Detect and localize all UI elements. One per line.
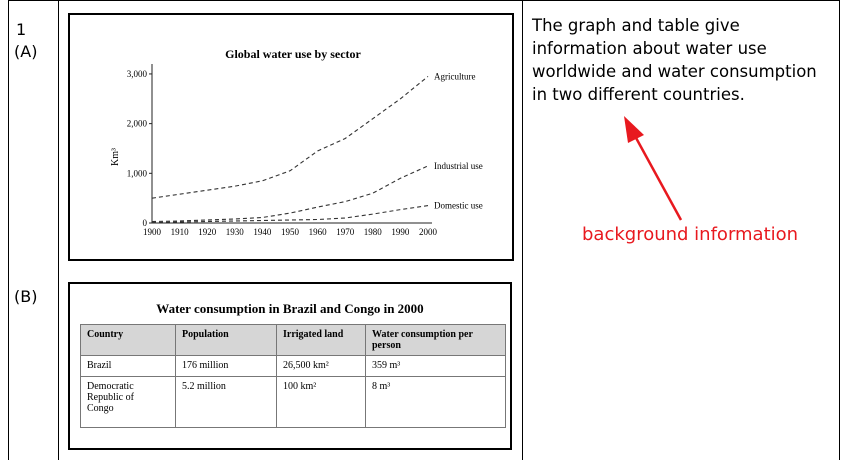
description-text: The graph and table give information abo… bbox=[532, 16, 817, 104]
chart-title: Global water use by sector bbox=[225, 47, 361, 61]
x-tick-label: 1940 bbox=[253, 227, 272, 237]
chart-series: Agriculture Industrial use Domestic use bbox=[151, 71, 483, 224]
series-label: Agriculture bbox=[434, 71, 475, 81]
part-b-label: (B) bbox=[14, 287, 38, 306]
y-axis-label: Km³ bbox=[110, 148, 121, 166]
x-tick-label: 1970 bbox=[336, 227, 355, 237]
header-country: Country bbox=[80, 324, 176, 356]
grid-right-border bbox=[839, 0, 840, 460]
series-line bbox=[151, 75, 429, 199]
table-row: Brazil 176 million 26,500 km² 359 m³ bbox=[80, 355, 506, 377]
cell-country: Democratic Republic of Congo bbox=[80, 376, 176, 428]
cell-population: 176 million bbox=[175, 355, 277, 377]
y-tick-label: 2,000 bbox=[127, 119, 148, 129]
table-title: Water consumption in Brazil and Congo in… bbox=[156, 301, 424, 316]
x-tick-label: 1900 bbox=[143, 227, 162, 237]
y-tick-label: 3,000 bbox=[127, 69, 148, 79]
x-tick-label: 1960 bbox=[309, 227, 328, 237]
cell-irrigated-land: 26,500 km² bbox=[276, 355, 366, 377]
chart-axes: 0 1,000 2,000 3,000 1900 1910 1920 1930 1940 1950… bbox=[127, 64, 438, 237]
cell-country: Brazil bbox=[80, 355, 176, 377]
cell-water-consumption: 8 m³ bbox=[365, 376, 506, 428]
grid-left-border bbox=[8, 0, 9, 460]
header-irrigated-land: Irrigated land bbox=[276, 324, 366, 356]
series-line bbox=[151, 205, 429, 224]
x-tick-label: 1990 bbox=[391, 227, 410, 237]
table-row: Democratic Republic of Congo 5.2 million… bbox=[80, 376, 506, 428]
table-header-row: Country Population Irrigated land Water … bbox=[80, 324, 506, 356]
series-label: Domestic use bbox=[434, 201, 483, 211]
grid-top-border bbox=[8, 0, 840, 1]
part-a-label: (A) bbox=[14, 42, 38, 61]
x-tick-label: 1920 bbox=[198, 227, 217, 237]
grid-divider-1 bbox=[58, 0, 59, 460]
water-consumption-table: Country Population Irrigated land Water … bbox=[80, 324, 506, 428]
cell-irrigated-land: 100 km² bbox=[276, 376, 366, 428]
grid-divider-2 bbox=[522, 0, 523, 460]
background-information-label: background information bbox=[582, 224, 799, 245]
y-tick-label: 1,000 bbox=[127, 168, 148, 178]
line-chart: Global water use by sector Km³ 0 1,000 2,0… bbox=[110, 47, 483, 237]
y-tick-label: 0 bbox=[143, 218, 148, 228]
x-tick-label: 2000 bbox=[419, 227, 438, 237]
header-population: Population bbox=[175, 324, 277, 356]
line-chart-figure: Global water use by sector Km³ 0 1,000 2,0… bbox=[68, 13, 514, 261]
question-number: 1 bbox=[16, 20, 27, 39]
x-tick-label: 1980 bbox=[364, 227, 383, 237]
x-tick-label: 1910 bbox=[171, 227, 190, 237]
series-line bbox=[151, 165, 429, 223]
series-label: Industrial use bbox=[434, 161, 483, 171]
header-water-consumption: Water consumption per person bbox=[365, 324, 506, 356]
cell-population: 5.2 million bbox=[175, 376, 277, 428]
x-tick-label: 1930 bbox=[226, 227, 245, 237]
x-tick-label: 1950 bbox=[281, 227, 300, 237]
cell-water-consumption: 359 m³ bbox=[365, 355, 506, 377]
